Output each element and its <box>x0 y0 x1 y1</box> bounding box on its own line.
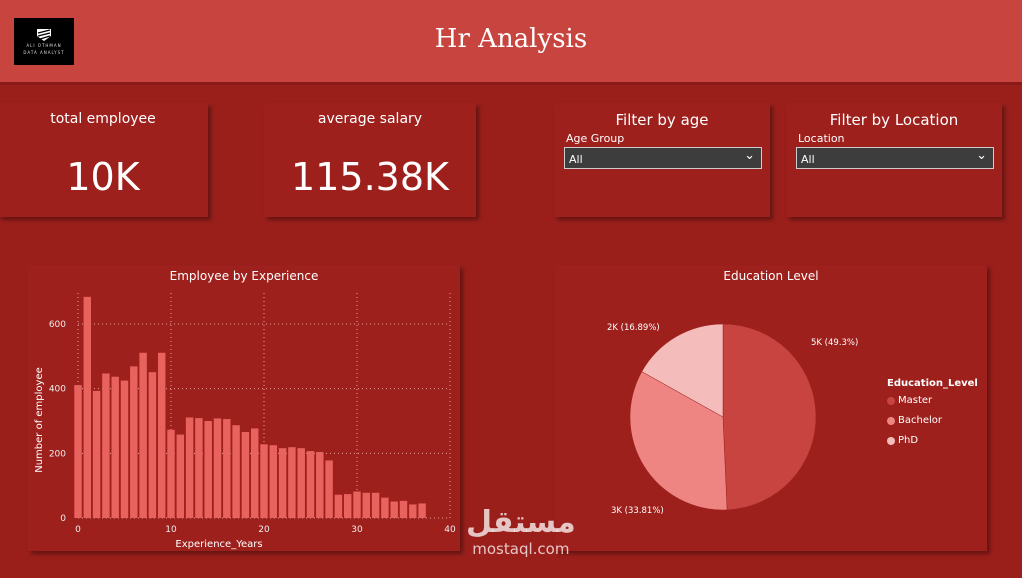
data-label: 5K (49.3%) <box>811 338 858 348</box>
bar <box>288 447 296 518</box>
bar <box>409 504 417 518</box>
bar <box>250 428 259 518</box>
y-tick-label: 200 <box>49 449 66 459</box>
pie-chart: 5K (49.3%) 3K (33.81%) 2K (16.89%) <box>607 323 858 516</box>
filter-location: Filter by Location Location All ⌄ <box>786 103 1002 217</box>
bar <box>185 417 194 518</box>
bar <box>157 352 166 518</box>
watermark-latin: mostaql.com <box>472 540 570 558</box>
filter-title: Filter by age <box>615 111 709 129</box>
legend-dot-icon <box>887 396 895 405</box>
x-tick-label: 40 <box>444 525 456 535</box>
pie-slice-master <box>722 323 817 511</box>
watermark-arabic: مستقل <box>466 505 576 540</box>
logo-subtext: DATA ANALYST <box>23 49 65 55</box>
pie-chart-card: Education Level 5K (49.3%) 3K (33.81%) 2K … <box>555 265 987 551</box>
pie-slice-bachelor <box>629 371 728 511</box>
bar <box>195 418 203 518</box>
data-label: 2K (16.89%) <box>607 323 660 333</box>
dropdown-value: All <box>801 153 815 166</box>
bar <box>232 425 240 518</box>
chevron-down-icon: ⌄ <box>976 148 987 163</box>
bar <box>260 444 268 518</box>
bar <box>223 419 231 518</box>
y-tick-label: 600 <box>49 320 66 330</box>
filter-title: Filter by Location <box>829 111 959 129</box>
page-title: Hr Analysis <box>434 24 588 54</box>
bar <box>399 500 408 518</box>
y-tick-label: 0 <box>60 514 66 524</box>
bar <box>362 492 371 518</box>
bar <box>213 418 222 518</box>
legend-dot-icon <box>887 416 895 425</box>
logo: ALI OTHMAN DATA ANALYST <box>14 18 74 65</box>
x-axis-label: Experience_Years <box>175 539 262 550</box>
shield-logo-icon <box>37 28 51 41</box>
legend-title: Education_Level <box>887 378 978 389</box>
bar <box>353 491 361 518</box>
bar <box>130 366 138 518</box>
bar <box>148 372 157 518</box>
dropdown-value: All <box>569 153 583 166</box>
legend-item-master[interactable]: Master <box>887 395 978 406</box>
watermark: مستقل mostaql.com <box>466 505 576 559</box>
y-axis-label: Number of employee <box>34 367 45 473</box>
x-tick-label: 20 <box>258 525 270 535</box>
legend-label: Bachelor <box>898 415 942 426</box>
bar <box>371 492 380 518</box>
kpi-card-average-salary: average salary 115.38K <box>264 103 476 217</box>
legend-label: PhD <box>898 435 919 446</box>
bar <box>83 296 92 518</box>
bar <box>334 494 343 518</box>
logo-text: ALI OTHMAN <box>26 42 62 48</box>
chart-title: Employee by Experience <box>169 269 319 283</box>
filter-label: Location <box>798 132 845 145</box>
bar <box>139 352 147 518</box>
header: ALI OTHMAN DATA ANALYST Hr Analysis <box>0 0 1022 85</box>
bar <box>306 451 315 518</box>
bar <box>343 494 352 518</box>
age-group-dropdown[interactable]: All ⌄ <box>564 147 762 169</box>
kpi-value: 115.38K <box>291 155 449 199</box>
bar <box>241 431 250 518</box>
bar <box>74 385 82 518</box>
bar-chart-card: Employee by Experience 0 200 400 600 0 10 20 30… <box>28 265 460 551</box>
legend-item-phd[interactable]: PhD <box>887 435 978 446</box>
bar <box>390 501 398 518</box>
kpi-label: total employee <box>50 111 156 127</box>
bar <box>204 421 212 518</box>
filter-label: Age Group <box>566 132 625 145</box>
bar-chart: 0 200 400 600 0 10 20 30 40 Experience_Years Numbe… <box>34 291 456 550</box>
bar <box>418 503 426 518</box>
kpi-value: 10K <box>66 155 140 199</box>
bar <box>325 460 333 518</box>
x-tick-label: 30 <box>351 525 363 535</box>
x-tick-label: 10 <box>165 525 177 535</box>
data-label: 3K (33.81%) <box>611 506 664 516</box>
chevron-down-icon: ⌄ <box>744 148 755 163</box>
bar <box>297 448 305 518</box>
legend-dot-icon <box>887 436 895 445</box>
bar <box>111 376 119 518</box>
filter-age: Filter by age Age Group All ⌄ <box>554 103 770 217</box>
bar <box>120 380 129 518</box>
x-tick-label: 0 <box>75 525 81 535</box>
legend: Education_Level Master Bachelor PhD <box>887 378 978 455</box>
kpi-card-total-employee: total employee 10K <box>0 103 208 217</box>
location-dropdown[interactable]: All ⌄ <box>796 147 994 169</box>
bar <box>269 445 278 518</box>
bar <box>102 373 110 518</box>
y-tick-label: 400 <box>49 385 66 395</box>
pie-slice-phd <box>641 323 724 418</box>
legend-item-bachelor[interactable]: Bachelor <box>887 415 978 426</box>
legend-label: Master <box>898 395 933 406</box>
kpi-label: average salary <box>317 111 423 127</box>
bar <box>316 452 324 518</box>
bar <box>167 429 175 518</box>
bar <box>176 434 185 518</box>
bar <box>92 390 101 518</box>
bar <box>381 497 389 518</box>
chart-title: Education Level <box>723 269 819 283</box>
bar <box>278 448 287 518</box>
